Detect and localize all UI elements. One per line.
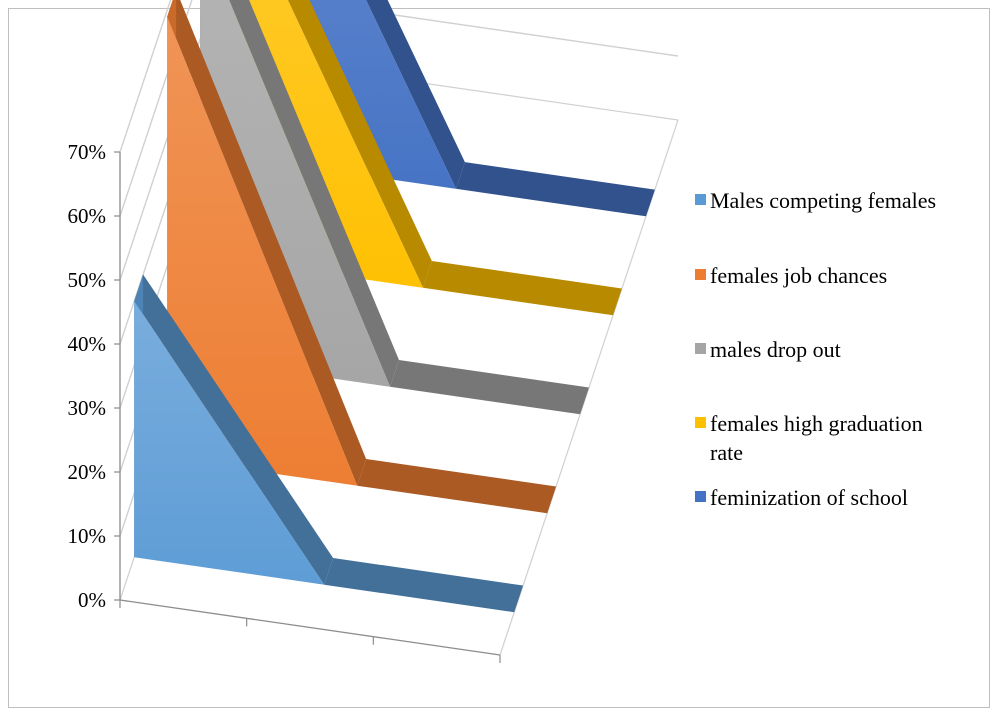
legend-label: females job chances [710, 263, 887, 288]
legend-label: Males competing females [710, 188, 936, 213]
x-axis-line [119, 599, 501, 656]
series-1 [134, 274, 524, 613]
series-ridge [167, 0, 367, 486]
series-ridge [366, 0, 465, 189]
legend-item: females high graduation rate [695, 411, 923, 465]
y-tick-label: 30% [68, 396, 107, 420]
y-tick-label: 10% [68, 524, 107, 548]
series-ridge [288, 0, 432, 288]
legend-label: feminization of school [710, 485, 908, 510]
series-front-face [167, 16, 548, 514]
legend-swatch [695, 343, 706, 354]
legend-swatch [695, 269, 706, 280]
series-ridge [456, 162, 655, 217]
series-ridge [134, 274, 334, 585]
y-tick-label: 40% [68, 332, 107, 356]
legend-item: Males competing females [695, 188, 936, 213]
series-layer [134, 0, 655, 613]
series-ridge [324, 558, 524, 613]
legend: Males competing females females job chanc… [695, 188, 936, 510]
legend-item: males drop out [695, 337, 841, 362]
y-tick-label: 50% [68, 268, 107, 292]
legend-label: males drop out [710, 337, 841, 362]
series-ridge [423, 261, 622, 316]
legend-swatch [695, 194, 706, 205]
legend-swatch [695, 417, 706, 428]
legend-label: females high graduation rate [710, 411, 923, 465]
y-axis: 0% 10% 20% 30% 40% 50% 60% 70% [68, 140, 121, 612]
x-axis [119, 599, 501, 663]
y-tick-label: 20% [68, 460, 107, 484]
series-front-face [134, 301, 515, 613]
y-tick-label: 70% [68, 140, 107, 164]
legend-item: feminization of school [695, 485, 908, 510]
series-ridge [390, 360, 589, 415]
series-ridge [229, 0, 399, 387]
y-tick-label: 60% [68, 204, 107, 228]
legend-swatch [695, 491, 706, 502]
y-tick-label: 0% [78, 588, 106, 612]
series-ridge [357, 459, 557, 514]
legend-item: females job chances [695, 263, 887, 288]
